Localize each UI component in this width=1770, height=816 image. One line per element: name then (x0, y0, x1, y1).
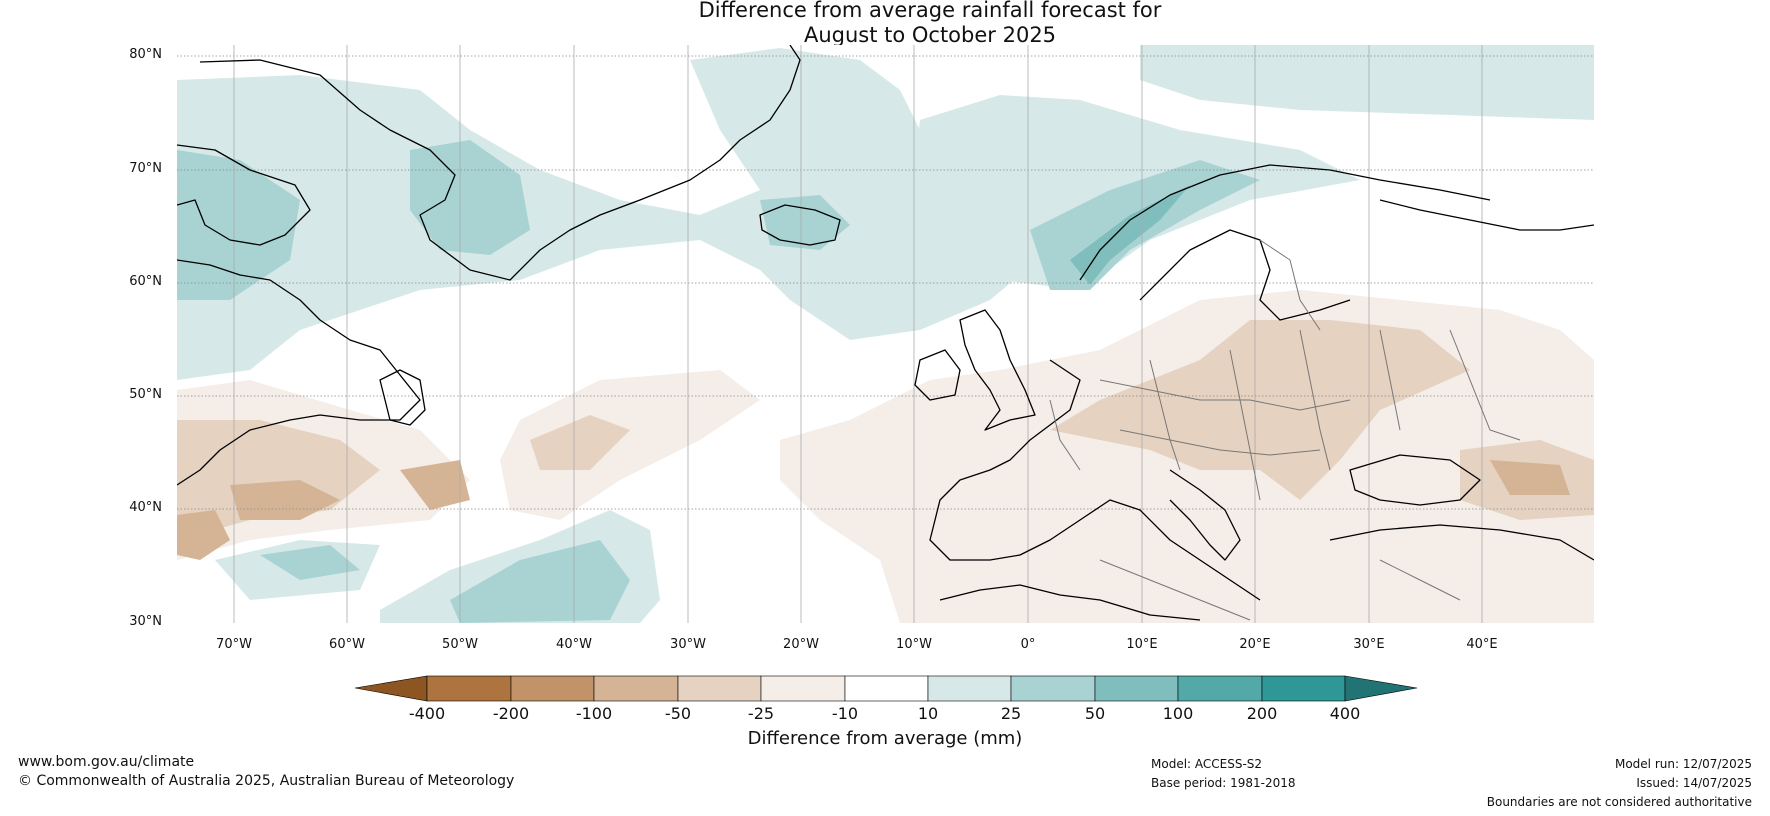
colorbar-bin-5 (760, 675, 846, 702)
coastline-black-sea (1349, 454, 1481, 506)
colorbar-bin-8 (1010, 675, 1096, 702)
dry-region-west-atlantic-mid (177, 420, 380, 540)
coastline-italy (1169, 469, 1241, 561)
map-title-line2: August to October 2025 (803, 23, 1057, 47)
lon-label-70w: 70°W (216, 637, 252, 652)
map-title: Difference from average rainfall forecas… (0, 0, 1770, 48)
model-name: Model: ACCESS-S2 (1151, 757, 1263, 771)
wet-region-greenland-core (410, 140, 530, 255)
copyright-text: © Commonwealth of Australia 2025, Austra… (18, 773, 515, 789)
model-run-date: Model run: 12/07/2025 (1614, 757, 1752, 771)
coastline-sweden-finland (1139, 229, 1351, 321)
lon-label-40e: 40°E (1466, 637, 1498, 652)
colorbar-arrow-low (354, 675, 428, 702)
base-period: Base period: 1981-2018 (1151, 776, 1296, 790)
dry-region-west-atlantic-core (230, 480, 340, 520)
website-link[interactable]: www.bom.gov.au/climate (18, 754, 195, 770)
dry-region-mid-atlantic-core (530, 415, 630, 470)
colorbar-bin-10 (1177, 675, 1263, 702)
colorbar-tick-label: -50 (664, 704, 692, 723)
lon-label-40w: 40°W (556, 637, 592, 652)
lon-label-20e: 20°E (1239, 637, 1271, 652)
coastline-turkey (1329, 524, 1594, 561)
country-borders (1049, 239, 1521, 621)
lon-label-30e: 30°E (1353, 637, 1385, 652)
dry-region-mid-atlantic (500, 370, 760, 520)
lon-label-10w: 10°W (896, 637, 932, 652)
coastline-labrador (177, 259, 421, 486)
wet-region-arctic (1140, 45, 1594, 120)
colorbar-bin-4 (677, 675, 762, 702)
rainfall-anomaly-shading (177, 45, 1594, 623)
coastline-newfoundland (379, 369, 426, 426)
wet-region-subtropical-core (450, 540, 630, 623)
lon-label-60w: 60°W (329, 637, 365, 652)
colorbar-bin-7 (927, 675, 1012, 702)
lat-label-70n: 70°N (129, 161, 162, 176)
wet-region-norway-core (1070, 185, 1190, 285)
colorbar-tick-label: -100 (575, 704, 613, 723)
colorbar-tick-label: 10 (917, 704, 939, 723)
lat-label-40n: 40°N (129, 500, 162, 515)
issued-date: Issued: 14/07/2025 (1636, 776, 1752, 790)
colorbar-bin-6 (844, 675, 929, 702)
colorbar-bin-3 (593, 675, 679, 702)
colorbar-tick-label: 200 (1246, 704, 1278, 723)
coastline-north-africa (939, 584, 1201, 621)
coastlines (177, 45, 1594, 621)
boundaries-disclaimer: Boundaries are not considered authoritat… (1486, 795, 1752, 809)
colorbar-tick-label: -10 (831, 704, 859, 723)
coastline-ireland (914, 349, 961, 401)
map-title-line1: Difference from average rainfall forecas… (698, 0, 1162, 22)
wet-region-labrador (177, 150, 300, 300)
colorbar-tick-label: -25 (747, 704, 775, 723)
colorbar-tick-label: 100 (1162, 704, 1194, 723)
coastline-russia-north (1379, 199, 1594, 231)
coastline-iceland (759, 204, 841, 246)
colorbar-title: Difference from average (mm) (747, 728, 1023, 749)
colorbar-tick-label: 25 (1000, 704, 1022, 723)
lon-label-0: 0° (1020, 637, 1036, 652)
wet-region-iceland (760, 195, 850, 250)
lat-label-60n: 60°N (129, 274, 162, 289)
coastline-europe-west (929, 359, 1261, 601)
colorbar-arrow-high (1344, 675, 1418, 702)
dry-region-bay-core (177, 510, 230, 560)
latitude-gridlines (177, 55, 1594, 510)
colorbar-bin-2 (510, 675, 595, 702)
colorbar-tick-label: -200 (492, 704, 530, 723)
lat-label-30n: 30°N (129, 614, 162, 629)
lon-label-10e: 10°E (1126, 637, 1158, 652)
colorbar-bin-11 (1261, 675, 1346, 702)
lat-label-50n: 50°N (129, 387, 162, 402)
colorbar-bin-9 (1094, 675, 1179, 702)
lon-label-30w: 30°W (670, 637, 706, 652)
lon-label-20w: 20°W (783, 637, 819, 652)
wet-region-west-atlantic-core (260, 545, 360, 580)
dry-region-atlantic-east (400, 460, 470, 510)
colorbar-tick-label: 50 (1084, 704, 1106, 723)
coastline-greenland (199, 45, 801, 281)
lat-label-80n: 80°N (129, 47, 162, 62)
colorbar-tick-label: -400 (408, 704, 446, 723)
dry-region-caucasus-core (1490, 460, 1570, 495)
dry-region-central-europe (1050, 320, 1470, 500)
colorbar (354, 675, 1418, 702)
colorbar-bin-1 (426, 675, 512, 702)
colorbar-tick-label: 400 (1329, 704, 1361, 723)
coastline-baffin-island (177, 144, 311, 246)
lon-label-50w: 50°W (442, 637, 478, 652)
longitude-gridlines (233, 45, 1483, 623)
coastline-norway (1079, 164, 1491, 281)
wet-region-north-atlantic (177, 48, 1050, 380)
coastline-great-britain (959, 309, 1036, 431)
